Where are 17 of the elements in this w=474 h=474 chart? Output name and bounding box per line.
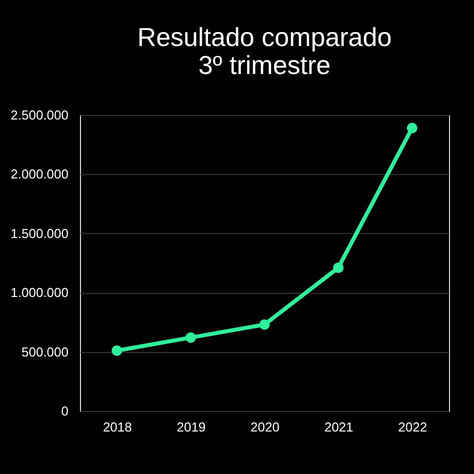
point	[333, 262, 344, 273]
point	[112, 345, 122, 356]
point	[185, 332, 196, 343]
x-tick-label: 2022	[398, 420, 428, 434]
point	[406, 122, 418, 134]
y-tick-label: 1.500.000	[10, 226, 68, 241]
x-tick-label: 2018	[102, 420, 132, 434]
point	[259, 319, 270, 330]
y-tick-label: 1.000.000	[10, 285, 68, 300]
y-tick-label: 2.500.000	[10, 108, 68, 122]
y-tick-label: 500.000	[22, 344, 68, 360]
x-tick-label: 2019	[176, 420, 206, 434]
x-tick-label: 2020	[250, 420, 280, 434]
x-tick-label: 2021	[324, 420, 354, 434]
chart-title: Resultado comparado 3º trimestre	[137, 22, 392, 80]
y-tick-label: 0	[61, 404, 68, 418]
y-tick-label: 2.000.000	[10, 166, 68, 182]
